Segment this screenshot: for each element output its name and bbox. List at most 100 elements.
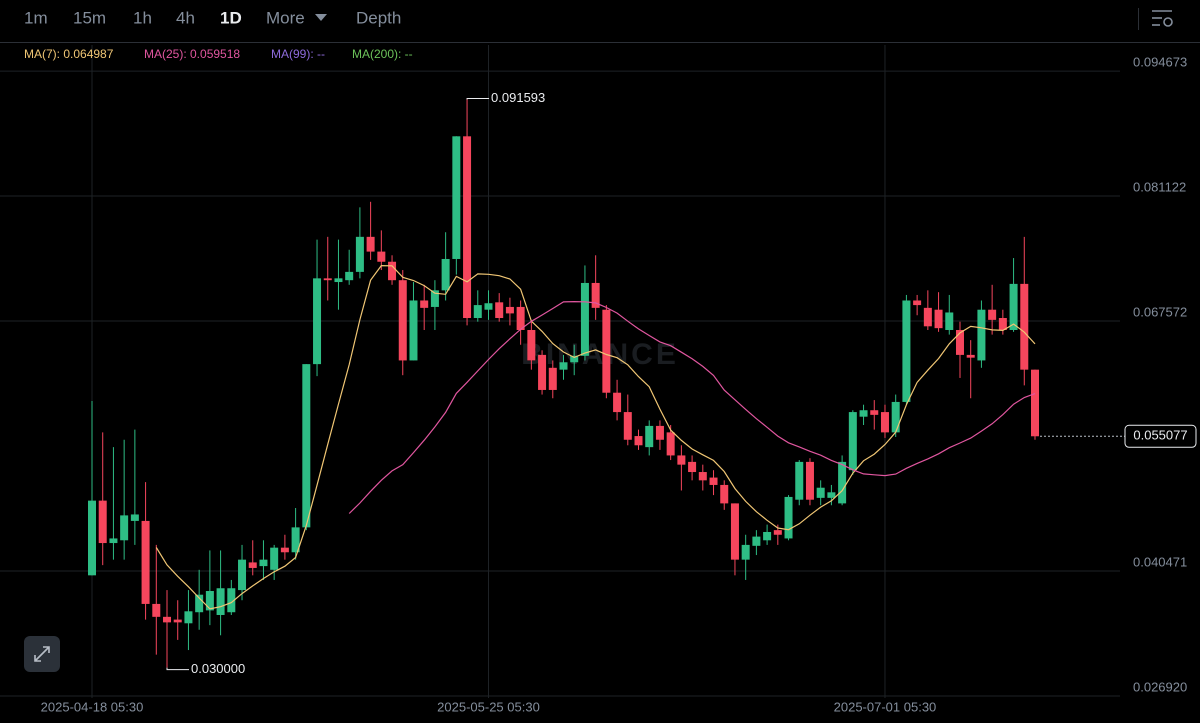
candle-body: [1020, 283, 1029, 370]
candle-body: [730, 503, 739, 560]
candle-body: [441, 258, 450, 291]
candle-body: [966, 354, 975, 358]
candle-body: [1009, 283, 1018, 330]
y-tick-label: 0.094673: [1133, 55, 1187, 70]
last-price-box: [1124, 424, 1197, 448]
candle-body: [130, 514, 139, 521]
ma-legend: MA(25): 0.059518: [144, 47, 240, 61]
candle-body: [827, 492, 836, 498]
candle-body: [880, 412, 889, 433]
candle-body: [591, 282, 600, 308]
candle-body: [291, 527, 300, 553]
candle-body: [741, 544, 750, 560]
ma-legend: MA(7): 0.064987: [24, 47, 114, 61]
x-tick-label: 2025-04-18 05:30: [41, 699, 144, 714]
candle-body: [388, 261, 397, 281]
expand-icon: [34, 646, 50, 662]
candle-body: [548, 367, 557, 390]
y-tick-label: 0.081122: [1133, 179, 1186, 194]
candle-body: [505, 306, 514, 314]
candle-body: [688, 461, 697, 473]
interval-button[interactable]: 1h: [133, 8, 152, 27]
candle-body: [195, 594, 204, 613]
candle-body: [538, 354, 547, 390]
candle-body: [141, 520, 150, 604]
x-tick-label: 2025-05-25 05:30: [437, 699, 540, 714]
candle-body: [280, 547, 289, 553]
candle-body: [934, 309, 943, 329]
candle-body: [98, 500, 107, 544]
low-pointer: [166, 667, 190, 671]
candle-body: [998, 318, 1007, 330]
candle-body: [666, 432, 675, 456]
candle-body: [184, 611, 193, 624]
candle-body: [516, 306, 525, 330]
candle-body: [495, 302, 504, 319]
candle-body: [227, 588, 236, 613]
candle-body: [248, 562, 257, 568]
high-pointer: [466, 97, 490, 100]
candle-body: [173, 619, 182, 623]
ma-line: [348, 300, 1036, 514]
candle-body: [420, 300, 429, 308]
candle-body: [613, 392, 622, 413]
interval-button-active[interactable]: 1D: [220, 8, 242, 27]
depth-button[interactable]: Depth: [356, 8, 401, 27]
candle-body: [848, 412, 857, 471]
more-caret: [315, 14, 327, 21]
candle-body: [163, 616, 172, 623]
candle-body: [463, 136, 472, 319]
candle-body: [645, 425, 654, 448]
y-tick-label: 0.040471: [1133, 554, 1187, 569]
candle-body: [623, 412, 632, 440]
candle-body: [602, 309, 611, 393]
candle-body: [88, 500, 96, 576]
candle-body: [109, 538, 118, 544]
candle-body: [570, 355, 579, 363]
settings-icon[interactable]: [1152, 10, 1173, 27]
interval-button[interactable]: 15m: [73, 8, 106, 27]
candle-body: [580, 282, 589, 356]
candle-body: [752, 536, 761, 546]
candle-body: [720, 484, 729, 504]
candle-body: [784, 496, 793, 539]
candle-body: [452, 136, 461, 259]
candle-body: [698, 472, 707, 481]
candle-body: [634, 436, 643, 446]
candle-body: [988, 309, 997, 320]
candle-body: [773, 530, 782, 535]
candle-body: [302, 364, 311, 528]
interval-button[interactable]: 4h: [176, 8, 195, 27]
candle-body: [977, 309, 986, 361]
low-label: 0.030000: [191, 661, 245, 676]
candle-body: [945, 312, 954, 330]
candle-body: [1031, 369, 1039, 437]
ma-legend: MA(99): --: [271, 47, 325, 61]
candle-body: [655, 425, 664, 440]
candle-body: [398, 280, 407, 361]
candle-body: [205, 591, 214, 611]
candle-body: [313, 278, 322, 365]
candle-body: [870, 410, 879, 415]
candle-body: [838, 461, 847, 504]
candle-body: [527, 329, 536, 361]
candle-body: [473, 305, 482, 319]
candle-body: [120, 515, 129, 541]
candle-body: [334, 278, 343, 283]
candle-body: [238, 559, 247, 591]
high-label: 0.091593: [491, 90, 545, 105]
watermark: BINANCE: [521, 338, 679, 371]
candle-body: [795, 461, 804, 500]
y-tick-label: 0.026920: [1133, 679, 1187, 694]
candle-body: [259, 559, 268, 567]
y-tick-label: 0.067572: [1133, 304, 1187, 319]
candle-body: [216, 588, 225, 615]
interval-button[interactable]: 1m: [24, 8, 48, 27]
candle-body: [270, 547, 279, 570]
candle-body: [891, 401, 900, 433]
candle-body: [859, 410, 868, 417]
candle-body: [323, 278, 332, 281]
more-button[interactable]: More: [266, 8, 305, 27]
